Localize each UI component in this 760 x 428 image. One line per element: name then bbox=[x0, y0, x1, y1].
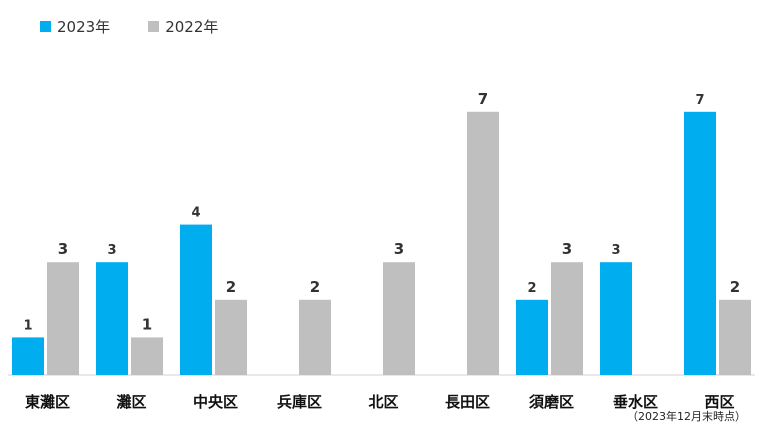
bar-北区-2022年 bbox=[383, 262, 415, 375]
legend-swatch-2022 bbox=[148, 21, 160, 32]
bar-須磨区-2023年 bbox=[516, 299, 548, 375]
bar-中央区-2023年 bbox=[180, 224, 212, 375]
legend-item-2023: 2023年 bbox=[40, 16, 110, 37]
data-label-兵庫区-2022年: 2 bbox=[310, 278, 320, 296]
bar-灘区-2023年 bbox=[96, 262, 128, 375]
data-label-西区-2022年: 2 bbox=[730, 278, 740, 296]
category-label-中央区: 中央区 bbox=[193, 393, 238, 411]
bar-東灘区-2022年 bbox=[47, 262, 79, 375]
category-label-兵庫区: 兵庫区 bbox=[277, 393, 322, 411]
category-label-灘区: 灘区 bbox=[116, 393, 146, 411]
category-label-西区: 西区 bbox=[704, 393, 734, 411]
data-label-須磨区-2022年: 3 bbox=[562, 240, 572, 258]
data-label-中央区-2022年: 2 bbox=[226, 278, 236, 296]
date-note: （2023年12月末時点） bbox=[627, 410, 746, 423]
bar-須磨区-2022年 bbox=[551, 262, 583, 375]
data-label-北区-2022年: 3 bbox=[394, 240, 404, 258]
data-label-東灘区-2023年: 1 bbox=[23, 318, 32, 333]
legend: 2023年 2022年 bbox=[40, 16, 256, 37]
legend-label-2023: 2023年 bbox=[57, 18, 111, 36]
bar-灘区-2022年 bbox=[131, 337, 163, 375]
data-label-西区-2023年: 7 bbox=[695, 93, 704, 108]
data-label-灘区-2023年: 3 bbox=[107, 243, 116, 258]
category-label-垂水区: 垂水区 bbox=[613, 393, 658, 411]
data-label-長田区-2022年: 7 bbox=[478, 90, 488, 108]
bar-垂水区-2023年 bbox=[600, 262, 632, 375]
data-label-東灘区-2022年: 3 bbox=[58, 240, 68, 258]
category-label-北区: 北区 bbox=[368, 393, 398, 411]
bar-東灘区-2023年 bbox=[12, 337, 44, 375]
bar-長田区-2022年 bbox=[467, 111, 499, 376]
data-label-中央区-2023年: 4 bbox=[191, 206, 200, 221]
bar-中央区-2022年 bbox=[215, 299, 247, 375]
data-label-灘区-2022年: 1 bbox=[142, 315, 152, 333]
data-label-垂水区-2023年: 3 bbox=[611, 243, 620, 258]
bar-西区-2022年 bbox=[719, 299, 751, 375]
legend-item-2022: 2022年 bbox=[148, 16, 218, 37]
bar-兵庫区-2022年 bbox=[299, 299, 331, 375]
category-label-長田区: 長田区 bbox=[445, 393, 490, 411]
legend-swatch-2023 bbox=[40, 21, 51, 32]
data-label-須磨区-2023年: 2 bbox=[527, 281, 536, 296]
category-label-東灘区: 東灘区 bbox=[25, 393, 70, 411]
category-label-須磨区: 須磨区 bbox=[528, 393, 574, 411]
bar-西区-2023年 bbox=[684, 111, 716, 376]
legend-label-2022: 2022年 bbox=[165, 18, 219, 36]
